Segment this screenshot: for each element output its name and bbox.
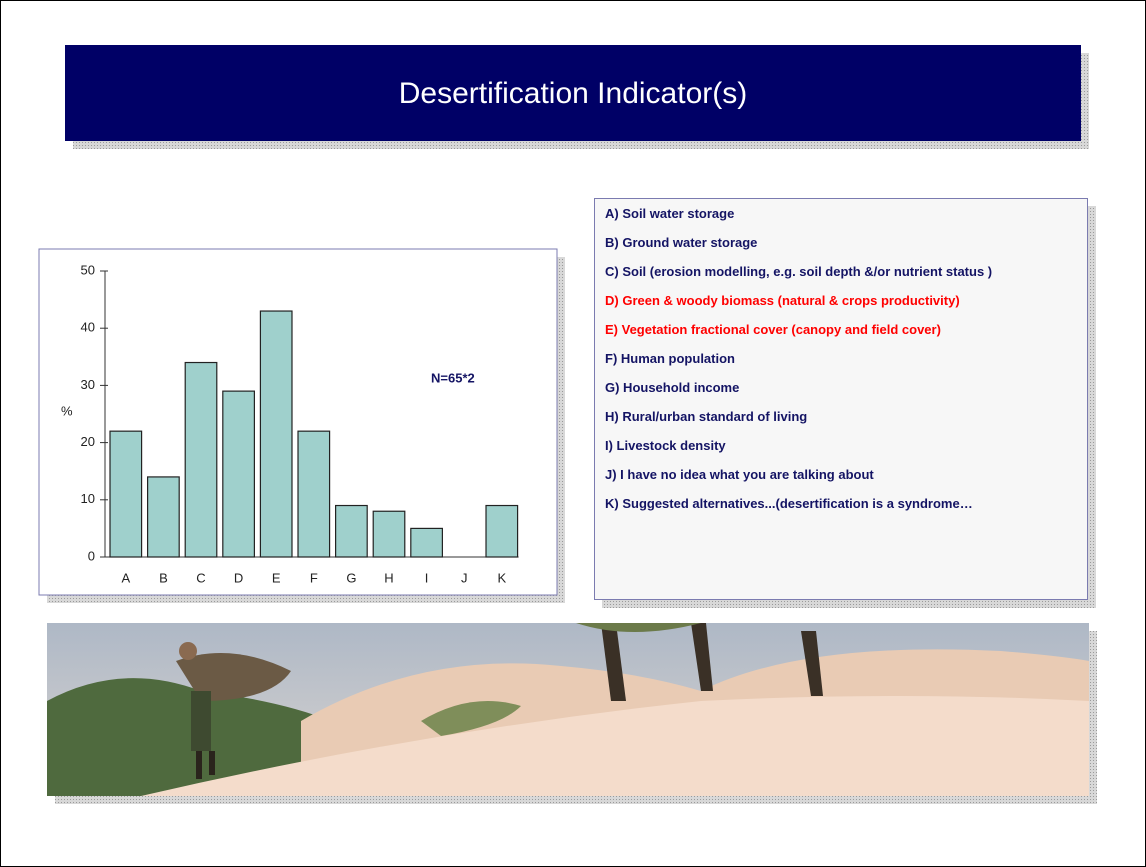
x-tick-label: C [196, 570, 205, 585]
x-tick-label: E [272, 570, 281, 585]
list-item: D) Green & woody biomass (natural & crop… [605, 293, 960, 308]
x-tick-label: H [384, 570, 393, 585]
list-item: J) I have no idea what you are talking a… [605, 467, 874, 482]
y-tick-label: 30 [81, 377, 95, 392]
list-item: E) Vegetation fractional cover (canopy a… [605, 322, 941, 337]
x-tick-label: J [461, 570, 468, 585]
x-tick-label: I [425, 570, 429, 585]
x-tick-label: F [310, 570, 318, 585]
y-tick-label: 20 [81, 434, 95, 449]
annotation: N=65*2 [431, 370, 475, 385]
bar [222, 390, 255, 558]
list-item: I) Livestock density [605, 438, 726, 453]
list-item: G) Household income [605, 380, 740, 395]
x-tick-label: G [346, 570, 356, 585]
bar [147, 476, 180, 558]
bar [297, 430, 331, 558]
bar [372, 510, 406, 558]
x-tick-label: K [497, 570, 506, 585]
bar [335, 504, 368, 558]
y-tick-label: 40 [81, 320, 95, 335]
bar [259, 310, 293, 558]
bar [485, 504, 519, 558]
bar [410, 527, 443, 558]
indicator-list: A) Soil water storage B) Ground water sto… [594, 198, 1088, 600]
photo [47, 623, 1089, 796]
y-tick-label: 10 [81, 491, 95, 506]
x-tick-label: D [234, 570, 243, 585]
title-bar [65, 45, 1081, 141]
list-item: F) Human population [605, 351, 735, 366]
list-item: A) Soil water storage [605, 206, 735, 221]
title: Desertification Indicator(s) [399, 77, 747, 110]
y-tick-label: 50 [81, 262, 95, 277]
x-tick-label: A [121, 570, 130, 585]
bar [184, 361, 218, 558]
list-item: B) Ground water storage [605, 235, 758, 250]
y-axis-label: % [61, 403, 73, 418]
x-tick-label: B [159, 570, 168, 585]
list-item: C) Soil (erosion modelling, e.g. soil de… [605, 264, 993, 279]
list-item: K) Suggested alternatives...(desertifica… [605, 496, 973, 511]
list-item: H) Rural/urban standard of living [605, 409, 808, 424]
chart: 0 10 20 30 40 50% N=65*2 A B C D E F G H I J K [61, 262, 519, 585]
bar [109, 430, 143, 558]
y-tick-label: 0 [88, 548, 95, 563]
